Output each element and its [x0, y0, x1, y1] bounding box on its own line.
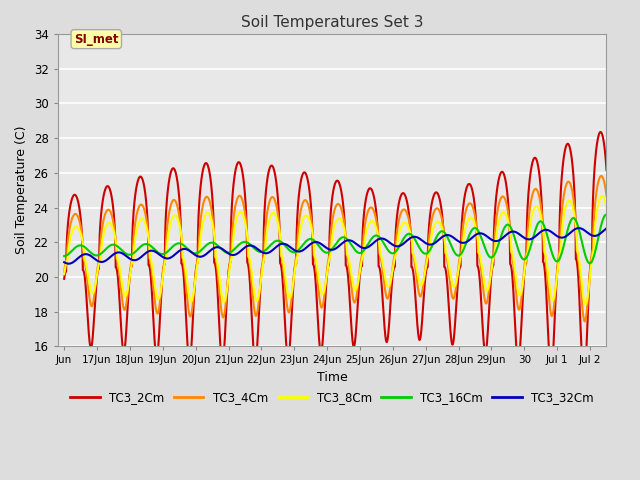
Y-axis label: Soil Temperature (C): Soil Temperature (C): [15, 126, 28, 254]
Legend: TC3_2Cm, TC3_4Cm, TC3_8Cm, TC3_16Cm, TC3_32Cm: TC3_2Cm, TC3_4Cm, TC3_8Cm, TC3_16Cm, TC3…: [65, 387, 598, 409]
X-axis label: Time: Time: [317, 371, 348, 384]
Title: Soil Temperatures Set 3: Soil Temperatures Set 3: [241, 15, 423, 30]
Text: SI_met: SI_met: [74, 33, 118, 46]
